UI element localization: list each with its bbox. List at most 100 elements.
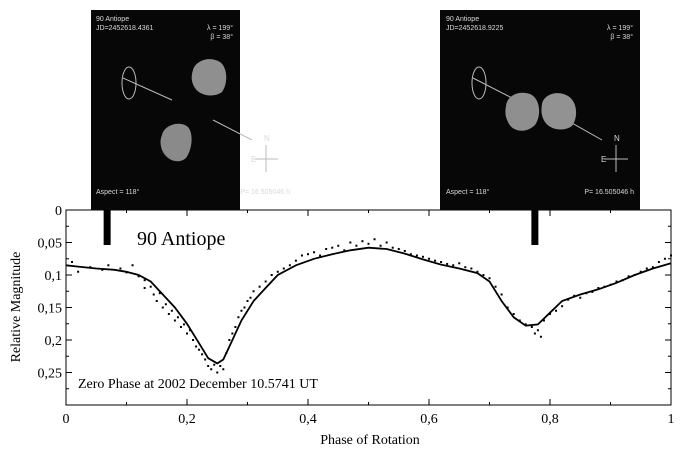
data-point [464, 266, 467, 269]
panel-period: P= 16.505046 h [240, 189, 290, 196]
x-tick-label: 0 [63, 412, 70, 427]
data-point [119, 267, 122, 270]
data-point [246, 300, 249, 302]
data-point [536, 329, 539, 332]
panel-jd: JD=2452618.9225 [446, 25, 504, 32]
data-point [201, 353, 204, 356]
data-point [458, 262, 461, 265]
data-point [633, 274, 636, 276]
panel-beta: β = 38° [610, 33, 633, 41]
data-point [573, 294, 576, 297]
data-point [621, 279, 624, 282]
data-point [657, 261, 660, 263]
data-point [555, 309, 558, 312]
spin-axis-line [122, 77, 173, 101]
data-point [237, 316, 240, 319]
data-point [192, 339, 195, 341]
data-point [225, 352, 228, 354]
data-point [198, 348, 201, 351]
asteroid-body-1 [505, 92, 540, 131]
data-point [397, 248, 400, 250]
data-point [476, 270, 479, 273]
y-tick-label: 0,2 [45, 334, 63, 349]
data-point [294, 259, 297, 262]
data-point [137, 275, 140, 278]
data-point [176, 316, 179, 319]
data-point [539, 335, 542, 338]
x-tick-label: 0,2 [178, 412, 196, 427]
data-point [663, 257, 666, 260]
data-point [288, 264, 291, 267]
panel-phase-marker-1 [103, 210, 111, 245]
panel-lambda: λ = 199° [607, 24, 633, 32]
data-point [639, 270, 642, 273]
x-tick-label: 1 [668, 412, 675, 427]
data-point [101, 268, 104, 271]
x-axis-label: Phase of Rotation [320, 433, 420, 448]
data-point [125, 271, 128, 274]
data-point [222, 368, 225, 371]
data-point [373, 238, 376, 241]
asteroid-body-1 [191, 59, 227, 96]
data-point [270, 274, 273, 276]
data-point [186, 332, 188, 335]
y-tick-label: 0,1 [45, 269, 63, 284]
data-point [107, 264, 110, 267]
data-point [231, 332, 234, 335]
data-point [409, 253, 412, 256]
x-tick-label: 0,6 [420, 412, 438, 427]
data-point [379, 244, 382, 247]
spin-axis-ellipse [471, 66, 487, 100]
data-point [152, 293, 155, 296]
data-point [300, 254, 303, 257]
data-point [343, 249, 346, 252]
data-point [627, 275, 630, 278]
data-point [276, 270, 279, 273]
data-point [512, 313, 515, 315]
y-axis-label: Relative Magnitude [9, 252, 24, 363]
data-point [204, 358, 207, 361]
data-point [597, 287, 600, 289]
data-point [579, 296, 582, 299]
data-point [506, 306, 509, 309]
data-point [155, 300, 158, 302]
data-point [367, 242, 370, 245]
data-point [651, 266, 654, 269]
data-point [179, 326, 182, 328]
data-point [355, 244, 358, 247]
compass-e-label: E [601, 155, 606, 164]
data-point [645, 267, 648, 270]
fit-curve [65, 246, 672, 365]
data-point [264, 280, 267, 283]
data-point [319, 254, 322, 257]
data-point [213, 363, 216, 366]
spin-axis-ellipse [121, 66, 137, 100]
data-point [149, 285, 152, 288]
panel-jd: JD=2452618.4361 [96, 25, 154, 32]
data-point [361, 240, 364, 243]
data-point [143, 279, 146, 282]
compass-n-label: N [264, 134, 270, 143]
data-point [452, 264, 455, 267]
data-point [524, 323, 527, 326]
data-point [446, 262, 449, 265]
data-point [428, 257, 430, 260]
data-point [349, 241, 352, 244]
data-point [585, 292, 588, 295]
data-point [240, 309, 243, 312]
data-point [234, 326, 237, 328]
panel-name: 90 Antiope [96, 16, 129, 23]
data-point [210, 368, 213, 371]
y-tick-label: 0 [55, 204, 62, 219]
data-point [89, 266, 92, 269]
data-point [533, 332, 536, 335]
data-point [615, 280, 618, 283]
data-point [331, 246, 334, 249]
data-point [77, 270, 80, 273]
spin-axis-line [472, 77, 513, 99]
data-point [131, 264, 134, 267]
data-point [216, 371, 219, 374]
data-point [161, 306, 164, 309]
data-point [603, 285, 606, 288]
